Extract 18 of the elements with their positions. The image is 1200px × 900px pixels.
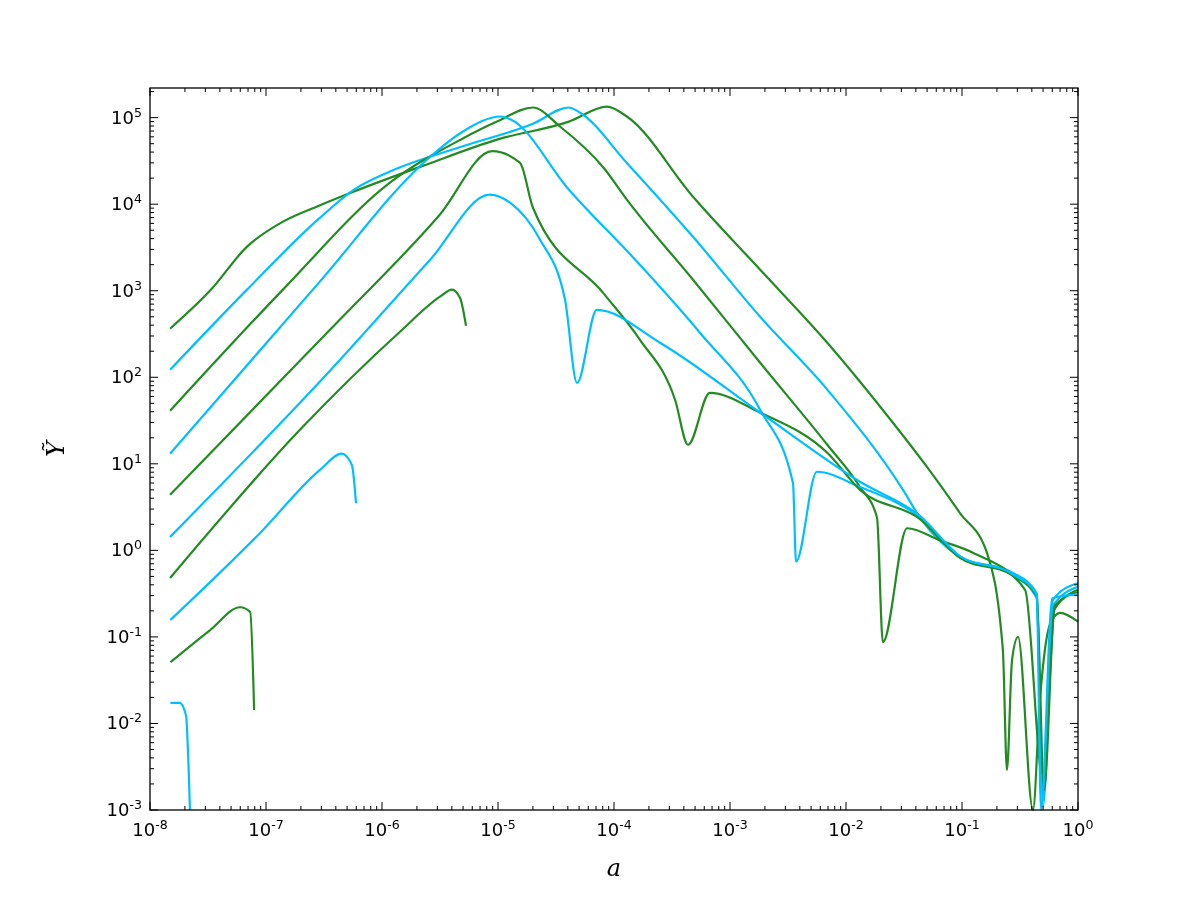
x-axis-title: a xyxy=(606,854,622,882)
y-tick-label: 10$^{0}$ xyxy=(111,536,142,561)
x-tick-label: 10$^{-5}$ xyxy=(480,816,516,840)
x-tick-label: 10$^{-4}$ xyxy=(596,816,632,840)
y-tick-label: 10$^{3}$ xyxy=(111,277,142,301)
y-tick-label: 10$^{5}$ xyxy=(111,104,142,128)
y-axis-title: Ỹ xyxy=(41,438,70,457)
x-tick-label: 10$^{-3}$ xyxy=(712,816,748,840)
y-tick-label: 10$^{-1}$ xyxy=(106,623,142,647)
x-tick-label: 10$^{-2}$ xyxy=(828,816,864,840)
y-tick-label: 10$^{2}$ xyxy=(111,363,142,388)
y-tick-label: 10$^{4}$ xyxy=(111,190,142,215)
y-tick-label: 10$^{1}$ xyxy=(111,450,142,474)
y-tick-label: 10$^{-2}$ xyxy=(106,709,142,734)
x-tick-label: 10$^{-7}$ xyxy=(248,816,284,840)
x-tick-label: 10$^{-6}$ xyxy=(364,816,400,840)
x-tick-label: 10$^{-1}$ xyxy=(944,816,980,840)
x-tick-label: 10$^{0}$ xyxy=(1062,816,1094,840)
